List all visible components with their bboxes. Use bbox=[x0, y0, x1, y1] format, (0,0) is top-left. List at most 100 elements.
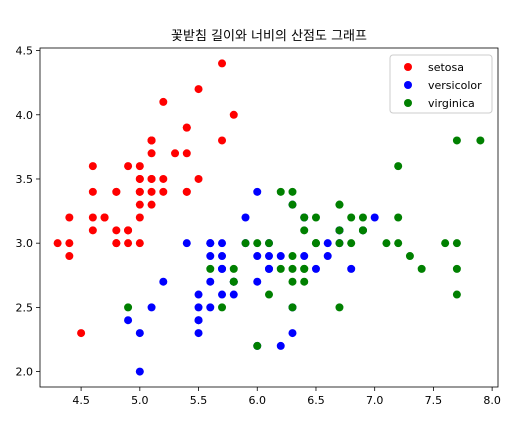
plot-area bbox=[39, 47, 499, 388]
virginica-point bbox=[288, 303, 297, 312]
setosa-point bbox=[135, 162, 144, 171]
x-tick-label: 6.5 bbox=[307, 394, 325, 407]
setosa-point bbox=[182, 187, 191, 196]
versicolor-point bbox=[135, 329, 144, 338]
setosa-point bbox=[65, 252, 74, 261]
virginica-point bbox=[253, 341, 262, 350]
virginica-point bbox=[265, 290, 273, 299]
setosa-point bbox=[135, 200, 144, 209]
setosa-point bbox=[159, 187, 168, 196]
setosa-point bbox=[147, 200, 156, 209]
virginica-point bbox=[253, 239, 262, 248]
virginica-point bbox=[335, 226, 344, 235]
virginica-point bbox=[288, 187, 297, 196]
versicolor-point bbox=[288, 329, 297, 338]
versicolor-point bbox=[300, 252, 309, 261]
setosa-point bbox=[112, 239, 121, 248]
virginica-point bbox=[452, 239, 461, 248]
versicolor-point bbox=[253, 187, 262, 196]
virginica-point bbox=[229, 264, 238, 273]
virginica-point bbox=[241, 239, 250, 248]
versicolor-point bbox=[218, 264, 227, 273]
versicolor-point bbox=[206, 277, 215, 286]
setosa-point bbox=[182, 123, 191, 132]
x-tick-label: 7.5 bbox=[425, 394, 443, 407]
setosa-point bbox=[218, 59, 227, 68]
setosa-point bbox=[147, 149, 156, 158]
versicolor-point bbox=[265, 252, 273, 261]
chart-title: 꽃받침 길이와 너비의 산점도 그래프 bbox=[171, 29, 367, 44]
virginica-point bbox=[300, 264, 309, 273]
series-versicolor bbox=[124, 187, 379, 376]
x-tick-label: 8.0 bbox=[483, 394, 501, 407]
versicolor-point bbox=[218, 239, 227, 248]
versicolor-point bbox=[218, 252, 227, 261]
setosa-point bbox=[77, 329, 86, 338]
setosa-point bbox=[147, 136, 156, 145]
virginica-point bbox=[476, 136, 485, 145]
virginica-point bbox=[405, 252, 414, 261]
virginica-point bbox=[394, 162, 403, 171]
setosa-point bbox=[159, 97, 168, 106]
virginica-point bbox=[382, 239, 391, 248]
versicolor-point bbox=[253, 252, 262, 261]
virginica-point bbox=[358, 213, 367, 222]
y-tick-label: 2.5 bbox=[16, 301, 34, 314]
plot-border bbox=[39, 47, 499, 388]
versicolor-point bbox=[265, 264, 273, 273]
virginica-point bbox=[300, 213, 309, 222]
virginica-point bbox=[441, 239, 450, 248]
virginica-point bbox=[288, 277, 297, 286]
setosa-point bbox=[65, 213, 74, 222]
versicolor-point bbox=[194, 316, 203, 325]
legend-box bbox=[389, 54, 493, 114]
virginica-point bbox=[394, 213, 403, 222]
virginica-point bbox=[206, 264, 215, 273]
legend-marker-setosa bbox=[404, 63, 412, 71]
virginica-point bbox=[452, 264, 461, 273]
versicolor-point bbox=[194, 290, 203, 299]
x-tick-label: 5.0 bbox=[131, 394, 149, 407]
virginica-point bbox=[288, 264, 297, 273]
series-setosa bbox=[53, 59, 238, 338]
y-tick-label: 2.0 bbox=[16, 366, 34, 379]
x-tick-label: 5.5 bbox=[190, 394, 208, 407]
versicolor-point bbox=[194, 303, 203, 312]
virginica-point bbox=[452, 136, 461, 145]
virginica-point bbox=[124, 303, 133, 312]
y-tick-label: 3.5 bbox=[16, 173, 34, 186]
setosa-point bbox=[135, 213, 144, 222]
versicolor-point bbox=[276, 341, 285, 350]
setosa-point bbox=[124, 239, 133, 248]
virginica-point bbox=[358, 226, 367, 235]
virginica-point bbox=[265, 239, 273, 248]
setosa-point bbox=[124, 226, 133, 235]
series-virginica bbox=[124, 136, 485, 350]
virginica-point bbox=[300, 226, 309, 235]
virginica-point bbox=[218, 303, 227, 312]
versicolor-point bbox=[194, 329, 203, 338]
versicolor-point bbox=[370, 213, 379, 222]
virginica-point bbox=[347, 213, 356, 222]
y-tick-label: 3.0 bbox=[16, 237, 34, 250]
versicolor-point bbox=[159, 277, 168, 286]
setosa-point bbox=[88, 226, 97, 235]
setosa-point bbox=[112, 226, 121, 235]
versicolor-point bbox=[124, 316, 133, 325]
setosa-point bbox=[88, 187, 97, 196]
setosa-point bbox=[182, 149, 191, 158]
setosa-point bbox=[159, 174, 168, 183]
setosa-point bbox=[194, 85, 203, 94]
versicolor-point bbox=[206, 239, 215, 248]
setosa-point bbox=[135, 187, 144, 196]
virginica-point bbox=[335, 303, 344, 312]
setosa-point bbox=[218, 136, 227, 145]
setosa-point bbox=[194, 174, 203, 183]
y-axis: 2.0 2.5 3.0 3.5 4.0 4.5 bbox=[16, 45, 40, 379]
setosa-point bbox=[112, 187, 121, 196]
legend-marker-versicolor bbox=[404, 81, 412, 89]
y-tick-label: 4.5 bbox=[16, 45, 34, 58]
versicolor-point bbox=[311, 264, 320, 273]
versicolor-point bbox=[206, 303, 215, 312]
versicolor-point bbox=[147, 303, 156, 312]
